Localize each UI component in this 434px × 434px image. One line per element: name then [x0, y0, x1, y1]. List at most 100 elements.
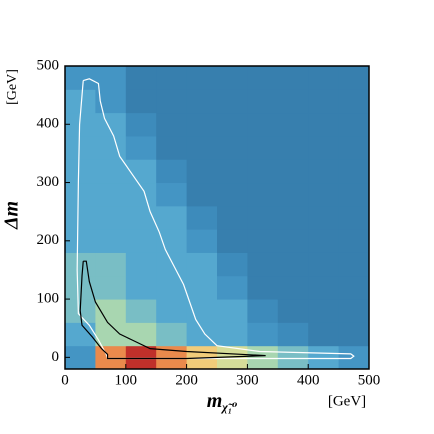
heat-cell: [308, 299, 340, 323]
heat-cell: [95, 159, 127, 184]
heat-cell: [277, 182, 309, 207]
heat-cell: [156, 205, 188, 230]
heat-cell: [156, 89, 188, 114]
heat-cell: [65, 205, 96, 230]
heat-cell: [156, 159, 188, 184]
heat-cell: [186, 275, 218, 300]
heat-cell: [247, 322, 279, 347]
heat-cell: [338, 252, 370, 277]
heat-cell: [186, 252, 218, 277]
heat-cell: [308, 112, 340, 137]
heat-cell: [217, 112, 248, 137]
heat-cell: [277, 252, 309, 277]
heat-cell: [308, 135, 340, 160]
heat-cell: [217, 159, 248, 184]
heat-cell: [308, 182, 340, 207]
heat-cell: [308, 66, 340, 90]
heat-cell: [186, 89, 218, 114]
heat-cell: [217, 229, 248, 253]
heat-cell: [65, 322, 96, 347]
heat-cell: [125, 205, 157, 230]
heat-cell: [156, 135, 188, 160]
heat-cell: [156, 322, 188, 347]
contour: [76, 78, 355, 360]
heat-cell: [277, 275, 309, 300]
heat-cell: [156, 299, 188, 323]
heat-cell: [277, 112, 309, 137]
plot-frame: [64, 65, 370, 370]
x-tick-label: 400: [297, 372, 320, 388]
heat-cell: [308, 275, 340, 300]
heat-cell: [277, 322, 309, 347]
heat-cell: [95, 205, 127, 230]
heat-cell: [186, 135, 218, 160]
heat-cell: [65, 89, 96, 114]
heat-cell: [277, 229, 309, 253]
heat-cell: [217, 345, 248, 370]
heat-cell: [217, 135, 248, 160]
x-label-main: m: [207, 390, 223, 412]
heat-cell: [95, 112, 127, 137]
heat-cell: [338, 135, 370, 160]
y-tick-label: 200: [37, 232, 60, 248]
heat-cell: [186, 159, 218, 184]
y-tick-label: 300: [37, 174, 60, 190]
heat-cell: [217, 275, 248, 300]
x-unit: [GeV]: [328, 393, 366, 409]
heat-cell: [247, 229, 279, 253]
heat-cell: [95, 299, 127, 323]
heat-cell: [186, 112, 218, 137]
heat-cell: [217, 66, 248, 90]
heat-cell: [247, 205, 279, 230]
heat-cell: [308, 345, 340, 370]
heat-cell: [247, 252, 279, 277]
x-tick-label: 0: [61, 372, 69, 388]
heat-cell: [217, 299, 248, 323]
heat-cell: [125, 345, 157, 370]
heat-cell: [95, 322, 127, 347]
heat-cell: [247, 159, 279, 184]
y-tick-label: 100: [37, 291, 60, 307]
heat-cell: [125, 299, 157, 323]
heat-cell: [95, 135, 127, 160]
heat-cell: [338, 112, 370, 137]
heat-cell: [65, 345, 96, 370]
heat-cell: [65, 66, 96, 90]
heat-cell: [186, 182, 218, 207]
heat-cell: [277, 345, 309, 370]
y-tick-label: 400: [37, 116, 60, 132]
heat-cell: [247, 135, 279, 160]
heat-cell: [338, 229, 370, 253]
heat-cell: [95, 66, 127, 90]
heat-cell: [125, 89, 157, 114]
heat-cell: [95, 229, 127, 253]
heat-cell: [65, 275, 96, 300]
x-label: mχ̃₁⁰: [207, 390, 238, 414]
heat-cell: [247, 275, 279, 300]
heat-cell: [95, 89, 127, 114]
heat-cell: [338, 205, 370, 230]
heat-cell: [125, 252, 157, 277]
heat-cell: [308, 205, 340, 230]
heat-cell: [217, 89, 248, 114]
heat-cell: [156, 229, 188, 253]
heat-cell: [338, 89, 370, 114]
heat-cell: [65, 252, 96, 277]
heat-cell: [277, 159, 309, 184]
heat-cell: [156, 112, 188, 137]
heat-cell: [338, 66, 370, 90]
heat-cell: [308, 229, 340, 253]
heat-cell: [125, 275, 157, 300]
heat-cell: [125, 135, 157, 160]
heat-cell: [308, 322, 340, 347]
heat-cell: [217, 205, 248, 230]
heat-cell: [125, 66, 157, 90]
heat-cell: [125, 182, 157, 207]
heat-cell: [95, 182, 127, 207]
heat-cell: [308, 252, 340, 277]
heat-cell: [156, 182, 188, 207]
heat-cell: [125, 322, 157, 347]
heat-cell: [247, 345, 279, 370]
heat-cell: [186, 229, 218, 253]
